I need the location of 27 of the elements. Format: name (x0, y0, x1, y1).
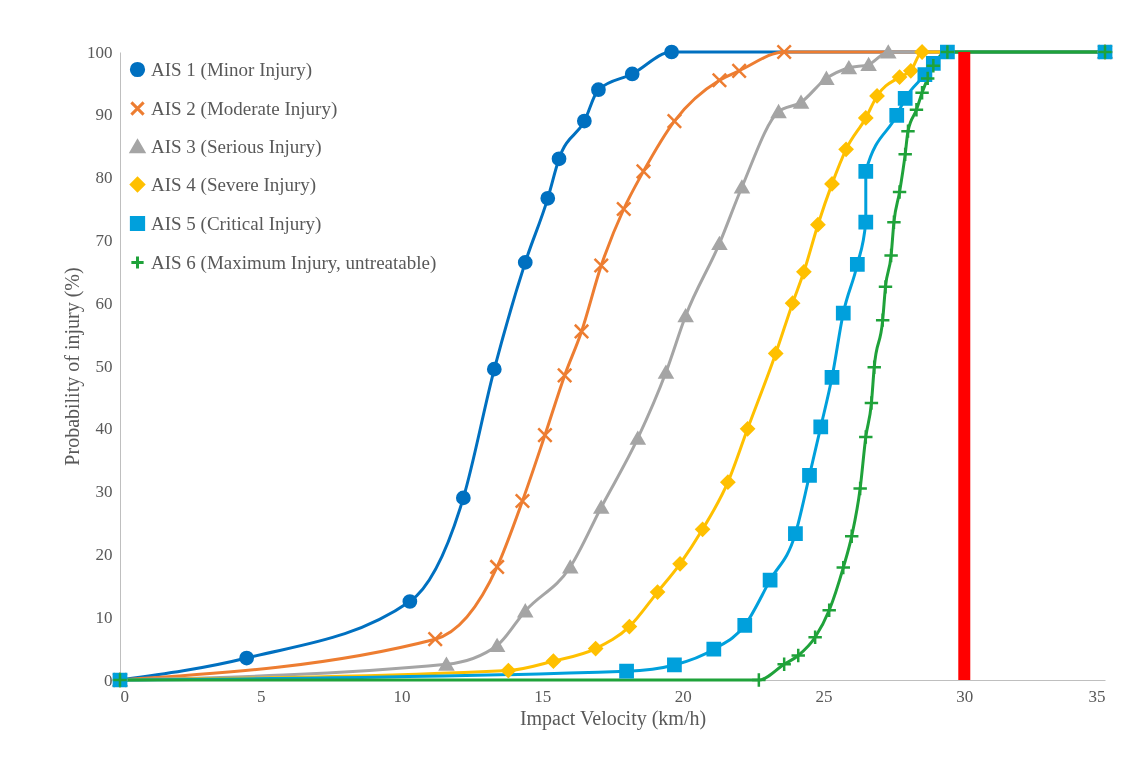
legend-label: AIS 6 (Maximum Injury, untreatable) (151, 251, 437, 274)
y-tick-label: 10 (95, 607, 113, 627)
x-tick-label: 0 (120, 686, 129, 706)
x-tick-label: 5 (256, 686, 266, 706)
x-tick-label: 35 (1088, 686, 1106, 706)
y-tick-label: 20 (95, 544, 113, 564)
y-tick-label: 0 (104, 670, 113, 690)
x-tick-label: 30 (956, 686, 974, 706)
legend-label: AIS 4 (Severe Injury) (151, 173, 317, 196)
y-axis-title: Probability of injury (%) (61, 267, 84, 466)
x-tick-label: 20 (674, 686, 692, 706)
x-tick-label: 15 (534, 686, 552, 706)
x-tick-label: 25 (815, 686, 833, 706)
legend-label: AIS 2 (Moderate Injury) (151, 97, 338, 120)
y-tick-label: 40 (95, 419, 113, 439)
legend-label: AIS 3 (Serious Injury) (151, 135, 322, 158)
y-tick-label: 80 (95, 168, 113, 188)
y-tick-label: 60 (95, 293, 113, 313)
x-tick-label: 10 (393, 686, 411, 706)
y-tick-label: 70 (95, 230, 113, 250)
y-tick-label: 90 (95, 105, 113, 125)
y-tick-label: 100 (87, 42, 113, 62)
legend-label: AIS 5 (Critical Injury) (151, 212, 322, 235)
legend-label: AIS 1 (Minor Injury) (151, 58, 312, 81)
y-tick-label: 50 (95, 356, 113, 376)
y-tick-label: 30 (95, 482, 113, 502)
x-axis-title: Impact Velocity (km/h) (519, 706, 707, 730)
